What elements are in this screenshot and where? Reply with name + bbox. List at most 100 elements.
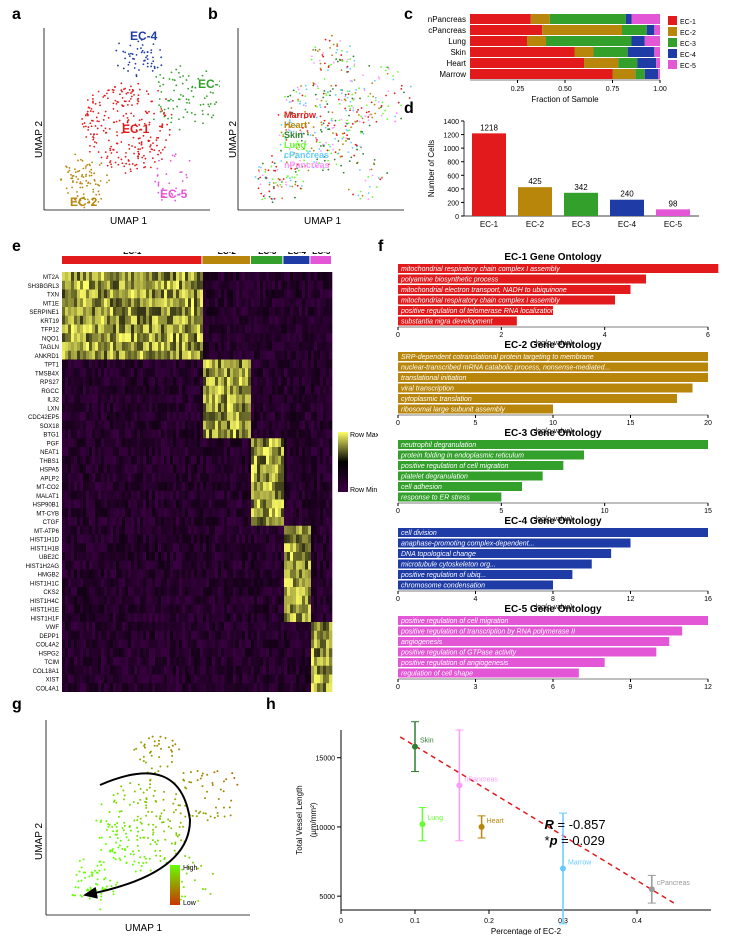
svg-text:Lung: Lung <box>448 37 466 46</box>
svg-text:EC-3: EC-3 <box>680 41 696 48</box>
label-f: f <box>378 238 383 256</box>
svg-text:CKS2: CKS2 <box>43 590 59 596</box>
svg-text:MT-CO2: MT-CO2 <box>36 485 59 491</box>
svg-text:cPancreas: cPancreas <box>284 150 329 160</box>
panel-b: MarrowHeartSkinLungcPancreasnPancreas UM… <box>224 18 414 228</box>
svg-text:1200: 1200 <box>443 133 459 140</box>
svg-text:0: 0 <box>455 214 459 221</box>
svg-text:0.50: 0.50 <box>558 86 572 93</box>
svg-text:342: 342 <box>574 183 588 192</box>
svg-text:EC-5: EC-5 <box>680 63 696 70</box>
svg-text:VWF: VWF <box>46 625 60 631</box>
svg-text:TPT1: TPT1 <box>44 363 59 369</box>
svg-text:EC-1: EC-1 <box>680 19 696 26</box>
svg-text:HSP90B1: HSP90B1 <box>33 503 60 509</box>
svg-text:CDC42EP5: CDC42EP5 <box>28 415 60 421</box>
svg-text:200: 200 <box>447 200 459 207</box>
svg-text:Skin: Skin <box>450 48 466 57</box>
svg-text:NEAT1: NEAT1 <box>40 450 60 456</box>
svg-text:240: 240 <box>620 190 634 199</box>
svg-text:1000: 1000 <box>443 146 459 153</box>
panel-d: 0 200 400 600 800 1000 1200 1400 Number of Cells… <box>422 108 722 233</box>
svg-text:HIST1H1F: HIST1H1F <box>31 616 60 622</box>
svg-text:EC-2: EC-2 <box>680 30 696 37</box>
svg-text:SOX18: SOX18 <box>40 424 60 430</box>
svg-text:IL32: IL32 <box>47 398 59 404</box>
svg-text:EC-5: EC-5 <box>312 252 331 256</box>
svg-text:EC-5: EC-5 <box>664 220 683 229</box>
svg-text:APLP2: APLP2 <box>40 476 59 482</box>
svg-text:RGCC: RGCC <box>41 389 59 395</box>
svg-text:EC-2: EC-2 <box>218 252 237 256</box>
panel-e: EC-1EC-2EC-3EC-4EC-5MT2ASH3BGRL3TXNMT1ES… <box>18 252 378 692</box>
svg-text:400: 400 <box>447 187 459 194</box>
svg-text:98: 98 <box>669 199 678 208</box>
svg-text:HMGB2: HMGB2 <box>38 573 60 579</box>
svg-text:MALAT1: MALAT1 <box>36 494 60 500</box>
svg-text:EC-2: EC-2 <box>70 195 98 209</box>
svg-text:EC-1: EC-1 <box>123 252 142 256</box>
svg-text:COL4A2: COL4A2 <box>36 643 60 649</box>
svg-text:UBE2C: UBE2C <box>39 555 60 561</box>
svg-text:ANKRD1: ANKRD1 <box>35 354 60 360</box>
panel-g: HighLow UMAP 1 UMAP 2 <box>30 710 260 935</box>
svg-text:HIST1H1B: HIST1H1B <box>30 546 59 552</box>
label-a: a <box>12 6 21 24</box>
ylabel-b: UMAP 2 <box>228 121 239 158</box>
svg-text:BTG1: BTG1 <box>43 433 59 439</box>
xlabel-a: UMAP 1 <box>110 216 147 227</box>
label-h: h <box>266 696 276 714</box>
svg-text:800: 800 <box>447 160 459 167</box>
svg-text:Marrow: Marrow <box>284 110 317 120</box>
svg-text:RPS27: RPS27 <box>40 380 60 386</box>
svg-text:MT2A: MT2A <box>43 275 59 281</box>
svg-text:600: 600 <box>447 173 459 180</box>
svg-text:MT-CYB: MT-CYB <box>36 511 59 517</box>
panel-h: 00.10.20.30.450001000015000Percentage of… <box>286 710 726 935</box>
svg-text:CTGF: CTGF <box>43 520 60 526</box>
svg-text:HIST1H2AG: HIST1H2AG <box>26 564 60 570</box>
svg-text:nPancreas: nPancreas <box>428 15 466 24</box>
svg-text:HIST1H4C: HIST1H4C <box>30 599 60 605</box>
svg-text:EC-1: EC-1 <box>480 220 499 229</box>
svg-text:EC-2: EC-2 <box>526 220 545 229</box>
svg-text:HIST1H1D: HIST1H1D <box>30 538 60 544</box>
svg-text:EC-4: EC-4 <box>680 52 696 59</box>
svg-text:MT-ATP6: MT-ATP6 <box>34 529 60 535</box>
svg-text:EC-4: EC-4 <box>618 220 637 229</box>
svg-text:1400: 1400 <box>443 119 459 126</box>
svg-text:1.00: 1.00 <box>653 86 667 93</box>
svg-text:Skin: Skin <box>284 130 303 140</box>
svg-text:Fraction of Sample: Fraction of Sample <box>531 95 599 102</box>
svg-text:0.75: 0.75 <box>606 86 620 93</box>
svg-text:Number of Cells: Number of Cells <box>427 140 436 197</box>
svg-text:EC-4: EC-4 <box>130 29 158 43</box>
ylabel-g: UMAP 2 <box>34 823 45 860</box>
svg-text:Heart: Heart <box>446 59 466 68</box>
svg-text:TMSB4X: TMSB4X <box>35 371 59 377</box>
svg-text:EC-5: EC-5 <box>160 187 188 201</box>
panel-f: EC-1 Gene Ontologymitochondrial respirat… <box>392 252 722 692</box>
svg-text:TAGLN: TAGLN <box>39 345 59 351</box>
svg-text:THBS1: THBS1 <box>40 459 60 465</box>
svg-text:EC-3: EC-3 <box>572 220 591 229</box>
panel-c: nPancreascPancreasLungSkinHeartMarrow0.2… <box>422 12 722 102</box>
svg-text:0.25: 0.25 <box>511 86 525 93</box>
svg-text:TFP12: TFP12 <box>41 328 60 334</box>
label-g: g <box>12 696 22 714</box>
svg-text:DEPP1: DEPP1 <box>39 634 59 640</box>
ylabel-a: UMAP 2 <box>34 121 45 158</box>
svg-text:1218: 1218 <box>480 123 498 132</box>
svg-text:SERPINE1: SERPINE1 <box>29 310 59 316</box>
svg-text:425: 425 <box>528 177 542 186</box>
svg-text:HIST1H1C: HIST1H1C <box>30 581 60 587</box>
svg-text:MT1E: MT1E <box>43 301 59 307</box>
svg-text:EC-3: EC-3 <box>198 77 220 91</box>
svg-text:nPancreas: nPancreas <box>284 160 330 170</box>
svg-text:HSPA5: HSPA5 <box>40 468 60 474</box>
xlabel-g: UMAP 1 <box>125 923 162 934</box>
svg-text:EC-3: EC-3 <box>258 252 277 256</box>
xlabel-b: UMAP 1 <box>304 216 341 227</box>
svg-text:cPancreas: cPancreas <box>428 26 466 35</box>
svg-text:Heart: Heart <box>284 120 307 130</box>
